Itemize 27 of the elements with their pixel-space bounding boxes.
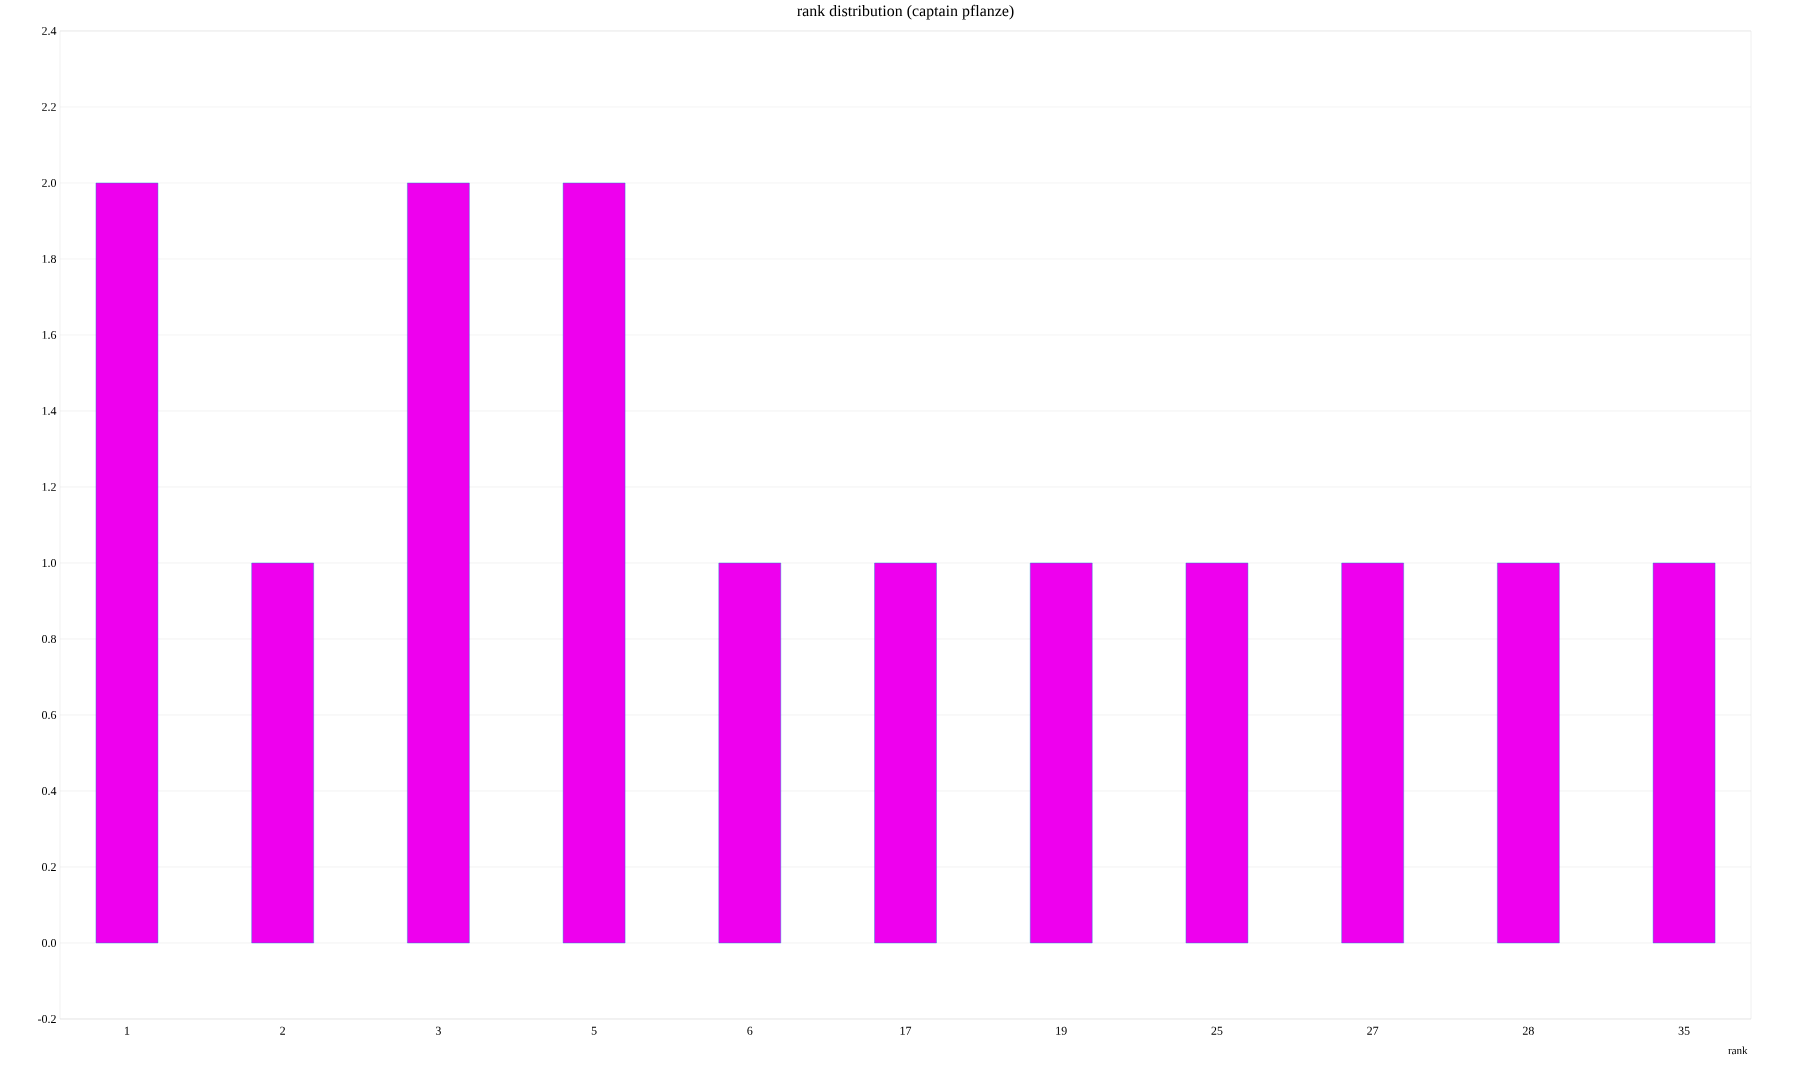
y-tick-label: 2.0 [42, 178, 57, 188]
y-tick-label: 0.0 [41, 938, 57, 948]
y-tick-label: 0.4 [41, 786, 57, 796]
y-tick-label: 1.4 [42, 406, 57, 416]
x-tick-label: 19 [1056, 1026, 1067, 1035]
x-tick-label: 35 [1678, 1026, 1690, 1035]
x-tick-label: 27 [1367, 1026, 1379, 1035]
x-tick-label: 25 [1211, 1026, 1223, 1035]
x-tick-label: 2 [280, 1026, 285, 1035]
x-tick-label: 5 [591, 1026, 597, 1035]
x-axis-title: rank [1728, 1046, 1748, 1055]
y-tick-label: 0.2 [41, 862, 56, 872]
x-tick-label: 28 [1522, 1026, 1534, 1035]
y-tick-label: -0.2 [37, 1014, 56, 1024]
x-tick-label: 3 [435, 1026, 441, 1035]
y-tick-label: 0.8 [41, 634, 57, 644]
y-tick-label: 1.6 [42, 330, 57, 340]
chart-title: rank distribution (captain pflanze) [797, 4, 1014, 20]
y-tick-label: 1.0 [42, 558, 57, 568]
y-tick-label: 2.2 [42, 102, 56, 112]
y-tick-label: 2.4 [42, 26, 57, 36]
x-tick-label: 17 [900, 1026, 912, 1035]
y-tick-label: 1.2 [42, 482, 56, 492]
y-tick-label: 0.6 [41, 710, 57, 720]
x-tick-label: 6 [747, 1026, 753, 1035]
y-tick-label: 1.8 [42, 254, 57, 264]
x-tick-label: 1 [125, 1026, 130, 1035]
